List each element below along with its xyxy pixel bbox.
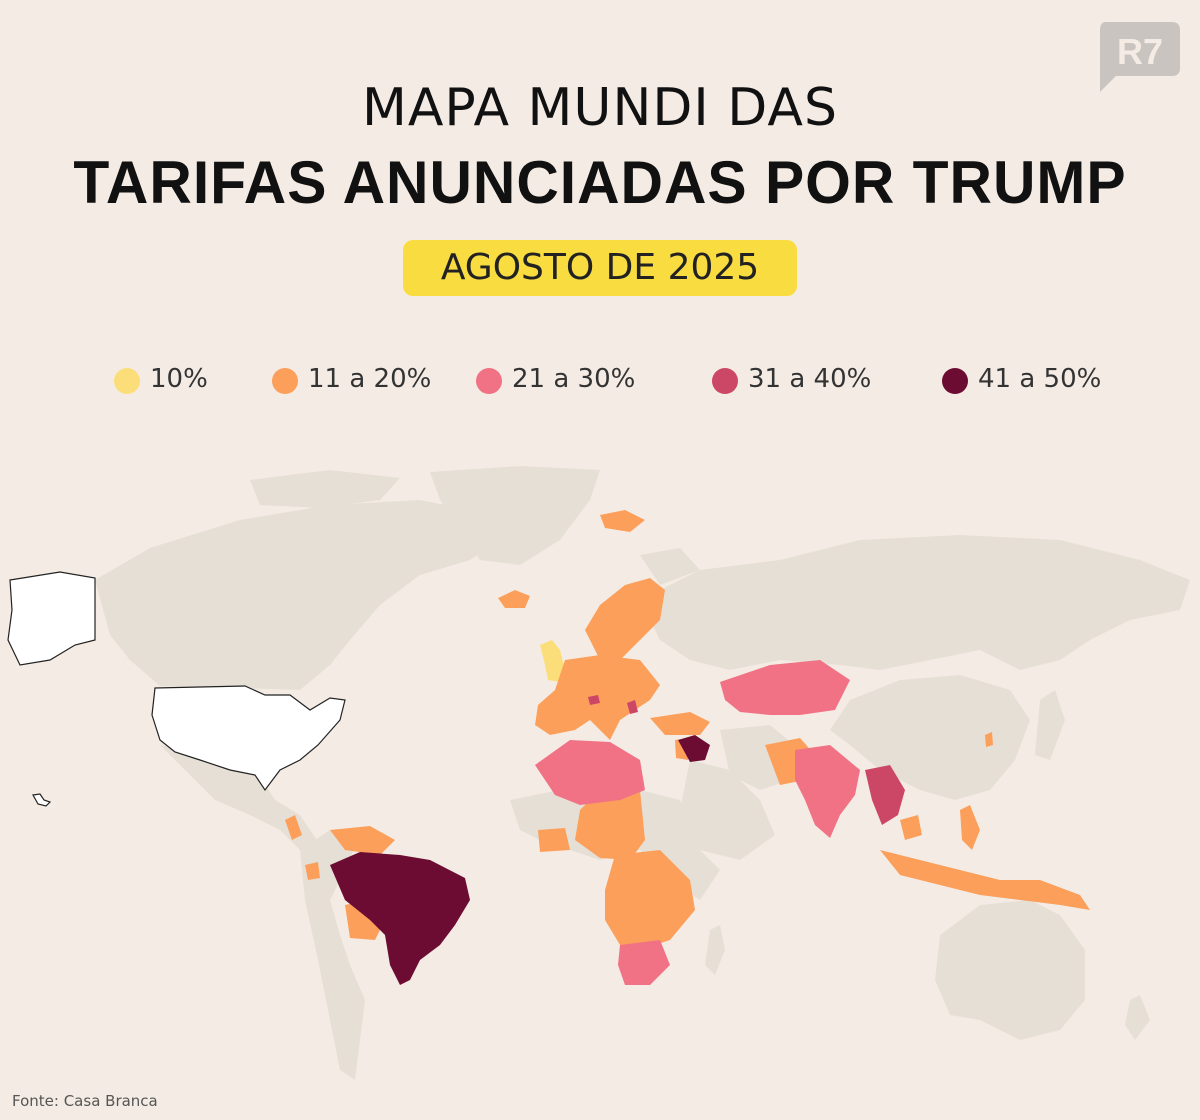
no-data-land bbox=[95, 466, 1190, 1080]
tier-10 bbox=[540, 640, 565, 682]
legend-swatch-10 bbox=[114, 368, 140, 394]
region-scandinavia-north bbox=[640, 548, 700, 585]
source-note: Fonte: Casa Branca bbox=[12, 1092, 158, 1110]
region-mexico bbox=[160, 745, 320, 850]
region-west-africa bbox=[538, 828, 570, 852]
region-canada bbox=[95, 500, 500, 690]
usa bbox=[7, 571, 346, 807]
region-alaska bbox=[7, 571, 96, 666]
region-india bbox=[795, 745, 860, 838]
legend-swatch-41-50 bbox=[942, 368, 968, 394]
region-south-africa bbox=[618, 940, 670, 985]
region-kazakhstan bbox=[720, 660, 850, 715]
r7-logo: R7 bbox=[1100, 22, 1180, 92]
legend-label-10: 10% bbox=[150, 364, 208, 394]
region-svalbard bbox=[600, 510, 645, 532]
region-arabia bbox=[680, 760, 775, 860]
legend-swatch-11-20 bbox=[272, 368, 298, 394]
title-line-2: TARIFAS ANUNCIADAS POR TRUMP bbox=[73, 149, 1127, 216]
region-hawaii bbox=[32, 793, 52, 807]
region-chad-niger bbox=[575, 790, 645, 860]
region-indonesia bbox=[880, 850, 1090, 910]
legend-swatch-21-30 bbox=[476, 368, 502, 394]
legend-label-21-30: 21 a 30% bbox=[512, 364, 636, 394]
region-central-south-africa bbox=[605, 850, 695, 950]
date-badge: AGOSTO DE 2025 bbox=[403, 240, 797, 296]
region-brazil bbox=[330, 852, 470, 985]
region-syria bbox=[678, 735, 710, 762]
region-turkey bbox=[650, 712, 710, 735]
region-madagascar bbox=[705, 925, 725, 975]
region-usa bbox=[151, 685, 346, 792]
region-scandinavia bbox=[585, 578, 665, 660]
region-central-america bbox=[285, 815, 302, 840]
region-cambodia bbox=[900, 815, 922, 840]
region-australia bbox=[935, 900, 1085, 1040]
legend-swatch-31-40 bbox=[712, 368, 738, 394]
region-uk bbox=[540, 640, 565, 682]
region-new-zealand bbox=[1125, 995, 1150, 1040]
region-taiwan bbox=[985, 732, 993, 747]
legend-label-41-50: 41 a 50% bbox=[978, 364, 1102, 394]
world-map bbox=[7, 466, 1190, 1080]
region-ecuador bbox=[305, 862, 320, 880]
r7-logo-text: R7 bbox=[1117, 31, 1163, 72]
region-arctic-islands bbox=[250, 470, 400, 508]
region-serbia bbox=[627, 700, 638, 714]
region-japan bbox=[1035, 690, 1065, 760]
region-myanmar-laos bbox=[865, 765, 905, 825]
legend: 10% 11 a 20% 21 a 30% 31 a 40% 41 a 50% bbox=[0, 362, 1200, 402]
region-iceland bbox=[498, 590, 530, 608]
tier-41-50 bbox=[330, 735, 710, 985]
region-south-america-rest bbox=[300, 830, 365, 1080]
region-greenland bbox=[430, 466, 600, 565]
legend-label-31-40: 31 a 40% bbox=[748, 364, 872, 394]
tier-21-30 bbox=[535, 660, 860, 985]
region-china bbox=[830, 675, 1030, 800]
region-philippines bbox=[960, 805, 980, 850]
region-russia bbox=[640, 535, 1190, 670]
tier-31-40 bbox=[588, 695, 905, 825]
title-line-1: MAPA MUNDI DAS bbox=[361, 78, 838, 138]
region-algeria-libya bbox=[535, 740, 645, 805]
legend-label-11-20: 11 a 20% bbox=[308, 364, 432, 394]
region-venezuela bbox=[330, 826, 395, 855]
region-switzerland bbox=[588, 695, 600, 705]
